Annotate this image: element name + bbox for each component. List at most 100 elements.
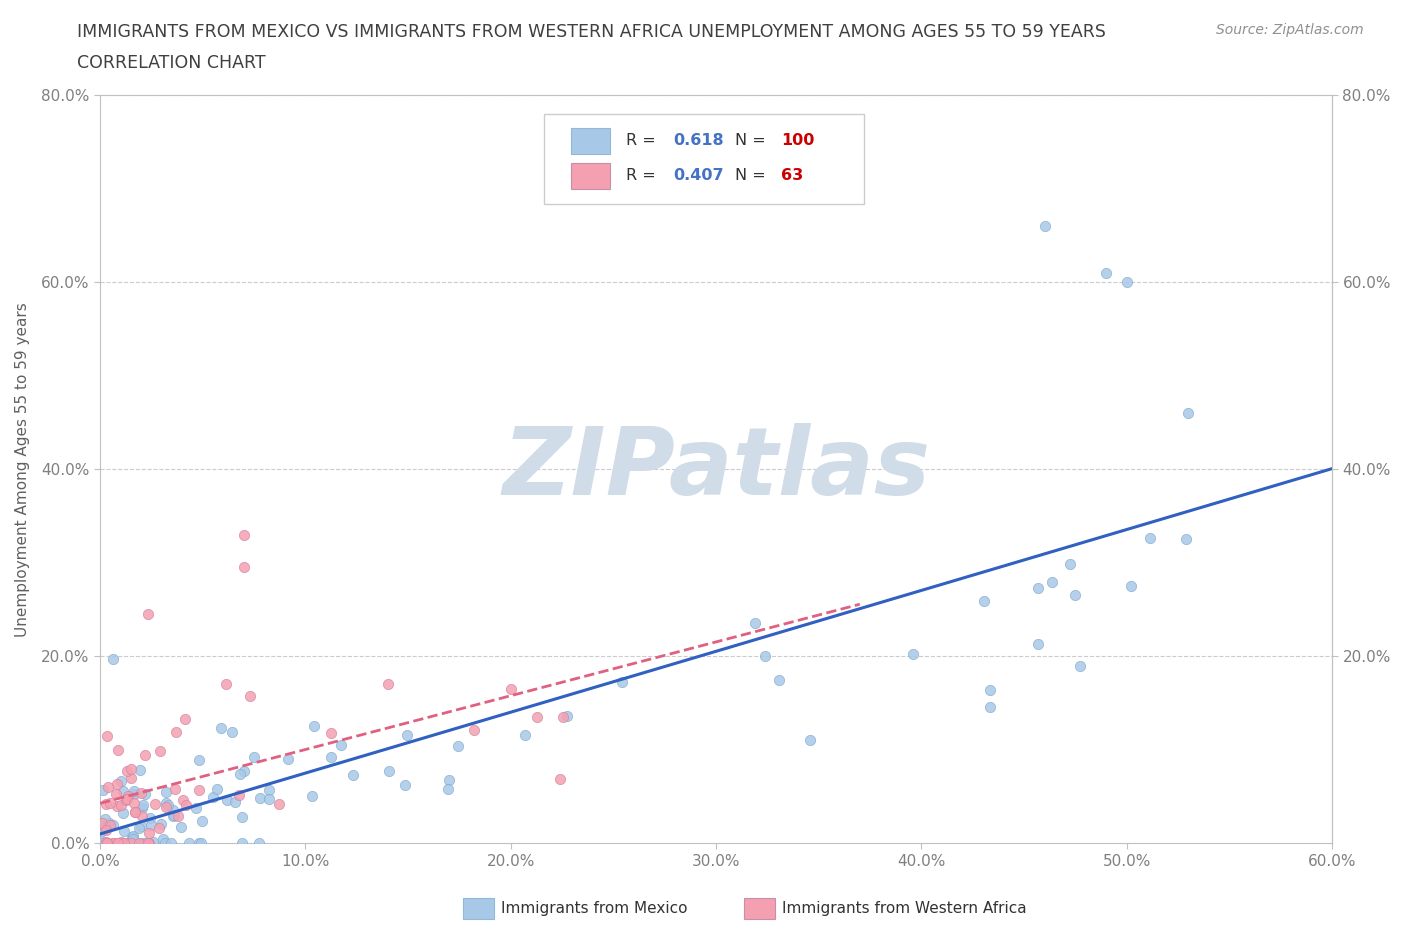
Point — [122, 784, 145, 799]
Text: 100: 100 — [782, 133, 814, 148]
Point — [117, 789, 139, 804]
Point — [107, 742, 129, 757]
Text: IMMIGRANTS FROM MEXICO VS IMMIGRANTS FROM WESTERN AFRICA UNEMPLOYMENT AMONG AGES: IMMIGRANTS FROM MEXICO VS IMMIGRANTS FRO… — [77, 23, 1107, 41]
Point — [141, 817, 163, 832]
Point — [209, 720, 232, 735]
Point — [101, 817, 124, 832]
Text: R =: R = — [626, 133, 661, 148]
Point — [134, 787, 156, 802]
Text: 0.407: 0.407 — [673, 168, 724, 183]
Point — [1069, 658, 1091, 673]
Point — [112, 824, 135, 839]
Point — [110, 834, 132, 849]
Point — [551, 710, 574, 724]
Point — [162, 803, 184, 817]
Text: 0.618: 0.618 — [673, 133, 724, 148]
Point — [1139, 530, 1161, 545]
Point — [103, 836, 125, 851]
Point — [973, 593, 995, 608]
Point — [526, 710, 548, 724]
Point — [91, 782, 114, 797]
Text: 63: 63 — [782, 168, 804, 183]
Point — [301, 789, 323, 804]
Point — [233, 764, 256, 778]
Point — [128, 820, 150, 835]
Point — [548, 772, 571, 787]
Point — [330, 737, 353, 752]
Y-axis label: Unemployment Among Ages 55 to 59 years: Unemployment Among Ages 55 to 59 years — [15, 302, 30, 637]
Point — [94, 796, 117, 811]
Point — [101, 651, 124, 666]
Text: CORRELATION CHART: CORRELATION CHART — [77, 54, 266, 72]
Bar — [571, 163, 610, 189]
Point — [155, 799, 177, 814]
Point — [321, 725, 343, 740]
Point — [143, 797, 166, 812]
Point — [96, 729, 118, 744]
Point — [557, 708, 579, 723]
Point — [190, 836, 212, 851]
Point — [148, 820, 170, 835]
Point — [612, 674, 634, 689]
Point — [120, 761, 142, 776]
Point — [91, 834, 114, 849]
Point — [149, 744, 172, 759]
Point — [103, 836, 125, 851]
Point — [231, 810, 253, 825]
Point — [128, 836, 150, 851]
Point — [131, 801, 153, 816]
Point — [1026, 581, 1049, 596]
Point — [135, 836, 157, 851]
Point — [105, 798, 128, 813]
Point — [165, 724, 187, 739]
Point — [228, 766, 250, 781]
Point — [228, 788, 250, 803]
Point — [232, 527, 254, 542]
Point — [136, 606, 159, 621]
Point — [94, 820, 117, 835]
Point — [115, 791, 138, 806]
Point — [269, 796, 291, 811]
Point — [170, 820, 193, 835]
Point — [215, 677, 238, 692]
Point — [1174, 532, 1197, 547]
Point — [179, 836, 201, 851]
Point — [150, 816, 173, 830]
Point — [257, 792, 280, 807]
Text: Source: ZipAtlas.com: Source: ZipAtlas.com — [1216, 23, 1364, 37]
Point — [107, 836, 129, 851]
Bar — [571, 127, 610, 153]
Point — [1119, 578, 1142, 593]
Point — [191, 814, 214, 829]
Point — [437, 773, 460, 788]
Point — [157, 798, 180, 813]
Point — [97, 779, 120, 794]
Point — [162, 809, 184, 824]
Point — [122, 831, 145, 846]
Point — [112, 784, 135, 799]
Point — [124, 804, 146, 819]
Point — [1115, 275, 1137, 290]
Point — [91, 824, 114, 839]
Point — [768, 672, 790, 687]
Point — [134, 748, 156, 763]
Point — [167, 808, 190, 823]
Point — [96, 834, 118, 849]
Point — [184, 801, 207, 816]
Point — [187, 752, 209, 767]
Point — [122, 786, 145, 801]
Point — [202, 790, 225, 804]
Point — [1064, 588, 1087, 603]
Point — [205, 781, 228, 796]
Point — [163, 808, 186, 823]
Point — [901, 647, 924, 662]
Text: Immigrants from Mexico: Immigrants from Mexico — [501, 901, 688, 916]
Point — [342, 767, 364, 782]
Point — [97, 816, 120, 830]
Point — [499, 682, 522, 697]
Point — [394, 777, 416, 792]
Point — [141, 834, 163, 849]
Point — [979, 700, 1001, 715]
Point — [138, 825, 160, 840]
Point — [437, 781, 460, 796]
